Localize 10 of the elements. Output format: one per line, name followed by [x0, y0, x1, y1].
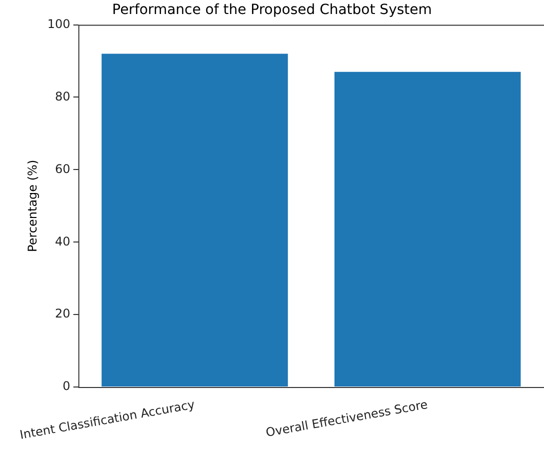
y-axis-title: Percentage (%)	[25, 160, 40, 252]
y-tick-label: 40	[55, 234, 70, 248]
y-tick-label: 0	[62, 379, 70, 394]
chart-title: Performance of the Proposed Chatbot System	[112, 2, 432, 18]
y-tick-label: 20	[55, 306, 70, 321]
y-tick-label: 80	[55, 89, 70, 104]
x-tick-label: Overall Effectiveness Score	[264, 397, 429, 440]
y-tick-label: 100	[47, 16, 70, 31]
x-tick-label: Intent Classification Accuracy	[18, 397, 196, 442]
y-tick-label: 60	[55, 162, 70, 176]
